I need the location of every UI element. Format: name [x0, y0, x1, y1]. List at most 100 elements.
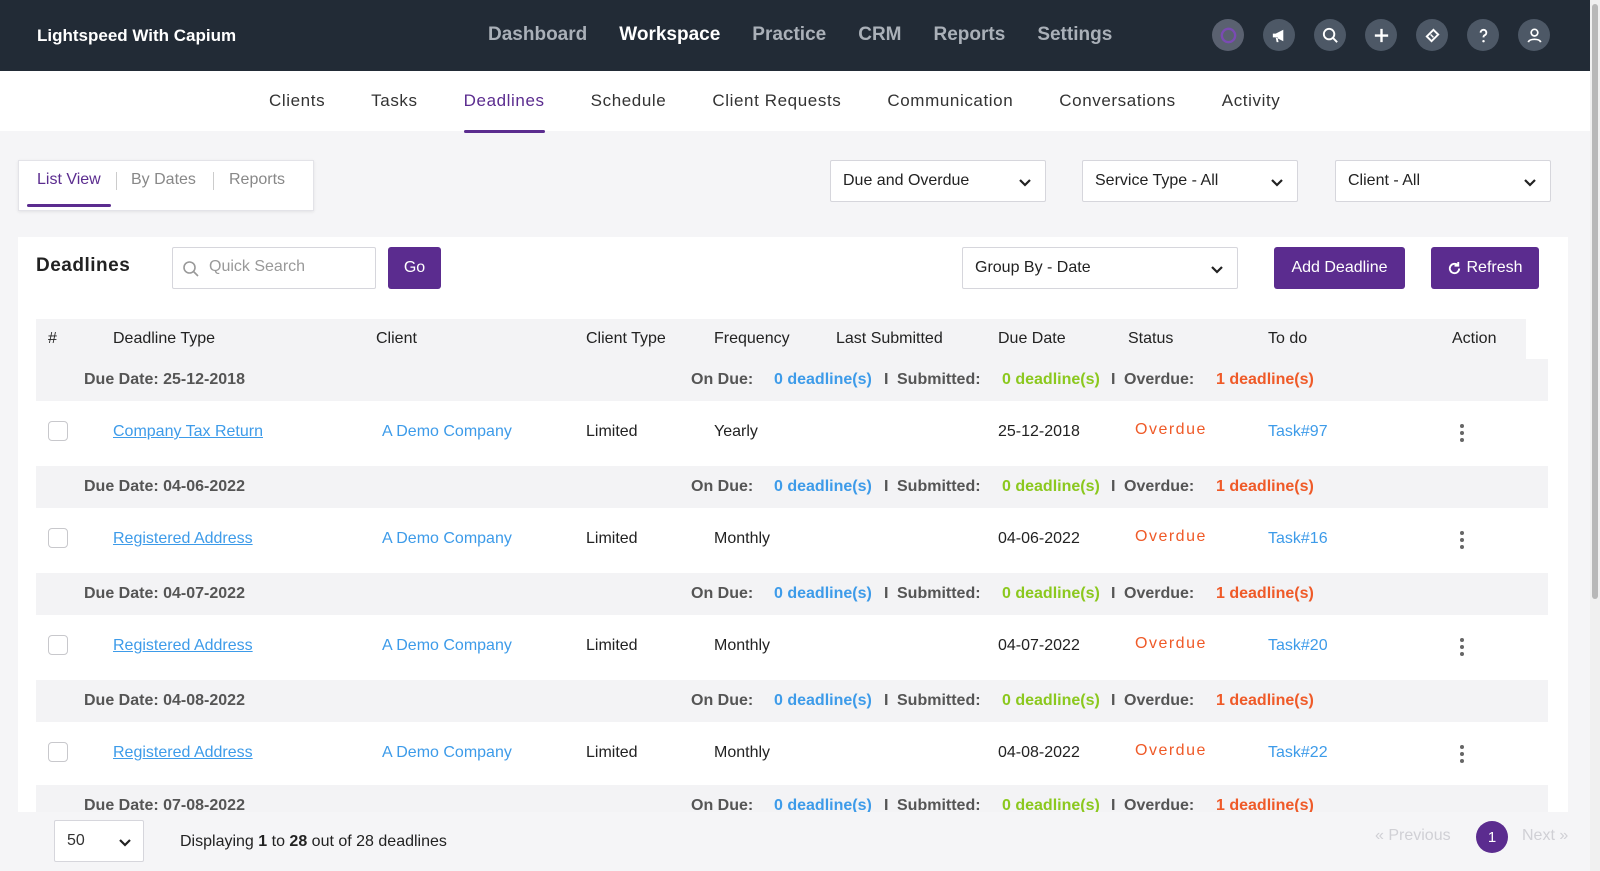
divider: [213, 172, 214, 190]
col-due-date[interactable]: Due Date: [998, 330, 1066, 347]
megaphone-icon[interactable]: [1263, 19, 1295, 51]
view-reports[interactable]: Reports: [229, 171, 286, 188]
table-header: # Deadline Type Client Client Type Frequ…: [36, 319, 1526, 359]
client-link[interactable]: A Demo Company: [382, 423, 512, 440]
view-list[interactable]: List View: [37, 171, 101, 188]
scrollbar-thumb[interactable]: [1592, 4, 1598, 599]
col-client[interactable]: Client: [376, 330, 417, 347]
overdue-count: 1 deadline(s): [1216, 371, 1314, 388]
group-header: Due Date: 25-12-2018 On Due: 0 deadline(…: [36, 359, 1548, 401]
refresh-button[interactable]: Refresh: [1431, 247, 1539, 289]
task-link[interactable]: Task#22: [1268, 744, 1328, 761]
service-type-select[interactable]: Service Type - All: [1082, 160, 1298, 202]
overdue-count: 1 deadline(s): [1216, 585, 1314, 602]
quick-search-input[interactable]: [209, 258, 369, 276]
task-link[interactable]: Task#20: [1268, 637, 1328, 654]
task-link[interactable]: Task#97: [1268, 423, 1328, 440]
due-date: 25-12-2018: [998, 423, 1080, 440]
nav-workspace[interactable]: Workspace: [619, 24, 721, 45]
separator: I: [1111, 797, 1116, 812]
nav-practice[interactable]: Practice: [752, 24, 827, 45]
quick-search-box: [172, 247, 376, 289]
submitted-label: Submitted:: [897, 585, 981, 602]
group-by-value: Group By - Date: [975, 259, 1091, 276]
add-deadline-button[interactable]: Add Deadline: [1274, 247, 1405, 289]
more-actions-icon[interactable]: [1459, 530, 1465, 550]
col-deadline-type[interactable]: Deadline Type: [113, 330, 215, 347]
tab-activity[interactable]: Activity: [1221, 91, 1281, 110]
page-size-select[interactable]: 50: [54, 820, 144, 862]
plus-icon[interactable]: [1365, 19, 1397, 51]
tab-schedule[interactable]: Schedule: [590, 91, 667, 110]
tab-clients[interactable]: Clients: [269, 91, 326, 110]
more-actions-icon[interactable]: [1459, 637, 1465, 657]
submitted-label: Submitted:: [897, 692, 981, 709]
tab-deadlines[interactable]: Deadlines: [463, 91, 545, 133]
tab-client-requests[interactable]: Client Requests: [712, 91, 842, 110]
search-icon: [183, 261, 199, 277]
group-heading: Due Date: 04-07-2022: [84, 585, 245, 602]
nav-crm[interactable]: CRM: [858, 24, 902, 45]
user-icon[interactable]: [1518, 19, 1550, 51]
table-row: Registered Address A Demo Company Limite…: [36, 615, 1548, 677]
client-link[interactable]: A Demo Company: [382, 744, 512, 761]
submitted-count: 0 deadline(s): [1002, 797, 1100, 812]
nav-reports[interactable]: Reports: [933, 24, 1006, 45]
group-by-select[interactable]: Group By - Date: [962, 247, 1238, 289]
capium-logo-icon[interactable]: [1212, 19, 1244, 51]
separator: I: [884, 797, 889, 812]
client-select[interactable]: Client - All: [1335, 160, 1551, 202]
col-action[interactable]: Action: [1452, 330, 1497, 347]
client-link[interactable]: A Demo Company: [382, 637, 512, 654]
search-icon[interactable]: [1314, 19, 1346, 51]
deadline-type-link[interactable]: Company Tax Return: [113, 423, 263, 440]
submitted-count: 0 deadline(s): [1002, 585, 1100, 602]
due-date: 04-07-2022: [998, 637, 1080, 654]
row-checkbox[interactable]: [48, 421, 68, 441]
group-header: Due Date: 04-06-2022 On Due: 0 deadline(…: [36, 466, 1548, 508]
col-frequency[interactable]: Frequency: [714, 330, 790, 347]
separator: I: [1111, 371, 1116, 388]
tab-conversations[interactable]: Conversations: [1059, 91, 1176, 110]
col-client-type[interactable]: Client Type: [586, 330, 666, 347]
col-todo[interactable]: To do: [1268, 330, 1308, 347]
table-row: Registered Address A Demo Company Limite…: [36, 722, 1548, 784]
refresh-label: Refresh: [1466, 259, 1523, 276]
deadline-type-link[interactable]: Registered Address: [113, 744, 253, 761]
client-link[interactable]: A Demo Company: [382, 530, 512, 547]
client-type: Limited: [586, 637, 638, 654]
next-page-link[interactable]: Next »: [1522, 827, 1569, 844]
more-actions-icon[interactable]: [1459, 744, 1465, 764]
brand-name[interactable]: Lightspeed With Capium: [37, 26, 237, 45]
view-by-dates[interactable]: By Dates: [131, 171, 196, 188]
row-checkbox[interactable]: [48, 742, 68, 762]
col-number[interactable]: #: [48, 330, 57, 347]
overdue-count: 1 deadline(s): [1216, 797, 1314, 812]
display-from: 1: [258, 833, 268, 850]
go-button[interactable]: Go: [388, 247, 441, 289]
help-icon[interactable]: [1467, 19, 1499, 51]
row-checkbox[interactable]: [48, 528, 68, 548]
ticket-icon[interactable]: [1416, 19, 1448, 51]
group-heading: Due Date: 04-06-2022: [84, 478, 245, 495]
previous-page-link[interactable]: « Previous: [1375, 827, 1451, 844]
due-filter-select[interactable]: Due and Overdue: [830, 160, 1046, 202]
deadline-type-link[interactable]: Registered Address: [113, 637, 253, 654]
group-heading: Due Date: 07-08-2022: [84, 797, 245, 812]
refresh-icon: [1449, 261, 1461, 274]
submitted-count: 0 deadline(s): [1002, 692, 1100, 709]
tab-communication[interactable]: Communication: [887, 91, 1014, 110]
more-actions-icon[interactable]: [1459, 423, 1465, 443]
task-link[interactable]: Task#16: [1268, 530, 1328, 547]
current-page-button[interactable]: 1: [1476, 821, 1508, 853]
nav-settings[interactable]: Settings: [1037, 24, 1113, 45]
row-checkbox[interactable]: [48, 635, 68, 655]
frequency: Monthly: [714, 744, 771, 761]
submitted-count: 0 deadline(s): [1002, 478, 1100, 495]
status-badge: Overdue: [1135, 635, 1207, 652]
col-last-submitted[interactable]: Last Submitted: [836, 330, 943, 347]
deadline-type-link[interactable]: Registered Address: [113, 530, 253, 547]
tab-tasks[interactable]: Tasks: [371, 91, 418, 110]
nav-dashboard[interactable]: Dashboard: [488, 24, 588, 45]
col-status[interactable]: Status: [1128, 330, 1174, 347]
